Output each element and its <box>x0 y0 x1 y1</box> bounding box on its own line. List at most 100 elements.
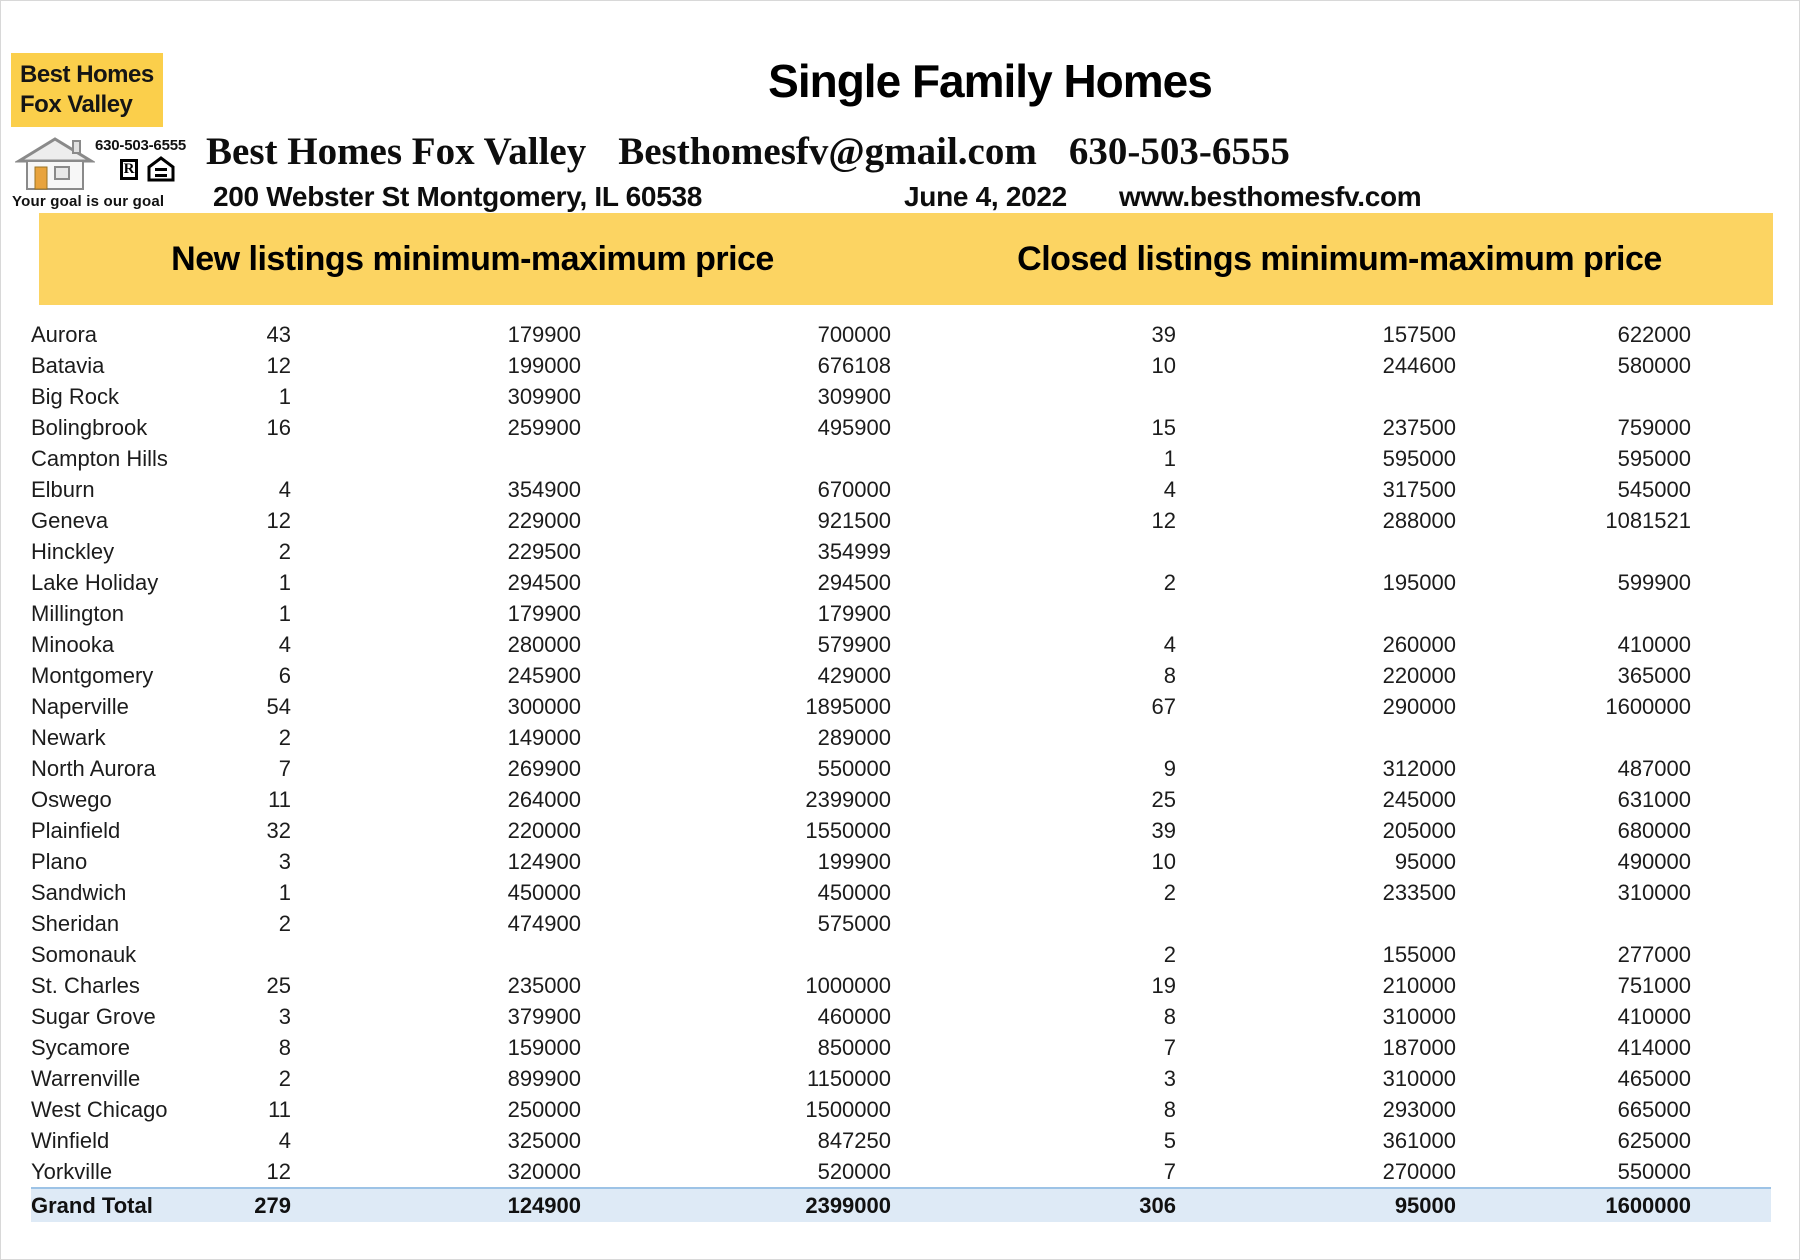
cell-spacer <box>1691 1125 1771 1156</box>
cell-cc: 8 <box>1163 1003 1176 1029</box>
cell-spacer <box>1691 877 1771 908</box>
table-row: Somonauk 2 155000 277000 <box>31 939 1771 970</box>
cell-cc: 19 <box>1151 972 1176 998</box>
cell-cmin: 95000 <box>1176 1187 1456 1222</box>
page-title: Single Family Homes <box>768 55 1213 107</box>
cell-nmax: 450000 <box>817 879 891 905</box>
cell-cmax: 1600000 <box>1605 693 1691 719</box>
cell-spacer <box>1691 412 1771 443</box>
table-row: Bolingbrook 16 259900 495900 15 237500 759000 <box>31 412 1771 443</box>
cell-nmin <box>291 939 581 970</box>
cell-nc: 2 <box>278 724 291 750</box>
cell-nc: 43 <box>266 321 291 347</box>
cell-city: Batavia <box>31 352 105 378</box>
cell-nc <box>171 939 291 970</box>
cell-city: Millington <box>31 600 124 626</box>
cell-nc: 2 <box>278 910 291 936</box>
cell-city: Warrenville <box>31 1065 141 1091</box>
cell-spacer <box>1691 536 1771 567</box>
cell-nc: 4 <box>278 1127 291 1153</box>
cell-cmax <box>1456 598 1691 629</box>
cell-cc: 1 <box>1163 445 1176 471</box>
cell-nc: 8 <box>278 1034 291 1060</box>
cell-nmax: 676108 <box>817 352 891 378</box>
cell-nmin: 269900 <box>507 755 581 781</box>
cell-cc: 4 <box>1163 631 1176 657</box>
table-row: Millington 1 179900 179900 <box>31 598 1771 629</box>
cell-city: Elburn <box>31 476 95 502</box>
cell-cmin: 310000 <box>1382 1065 1456 1091</box>
cell-cmin: 220000 <box>1382 662 1456 688</box>
cell-cmin: 293000 <box>1382 1096 1456 1122</box>
cell-nmin: 250000 <box>507 1096 581 1122</box>
cell-spacer <box>1691 381 1771 412</box>
cell-cmin <box>1176 381 1456 412</box>
cell-nc: 2 <box>278 538 291 564</box>
cell-spacer <box>1691 846 1771 877</box>
cell-nc: 1 <box>278 569 291 595</box>
cell-cmin: 595000 <box>1382 445 1456 471</box>
listings-table: Aurora 43 179900 700000 39 157500 622000 Batavi… <box>31 319 1771 1222</box>
cell-cmax: 622000 <box>1617 321 1691 347</box>
company-contact-line: Best Homes Fox Valley Besthomesfv@gmail.c… <box>206 129 1290 174</box>
cell-spacer <box>1691 350 1771 381</box>
table-row: Big Rock 1 309900 309900 <box>31 381 1771 412</box>
cell-cc: 4 <box>1163 476 1176 502</box>
logo-phone-number: 630-503-6555 <box>94 137 186 154</box>
cell-nmin: 325000 <box>507 1127 581 1153</box>
cell-cc: 39 <box>1151 321 1176 347</box>
cell-nc: 1 <box>278 600 291 626</box>
cell-city: Naperville <box>31 693 129 719</box>
report-date: June 4, 2022 <box>904 181 1067 212</box>
cell-city: Oswego <box>31 786 112 812</box>
cell-nmax: 670000 <box>817 476 891 502</box>
cell-nmax: 700000 <box>817 321 891 347</box>
cell-cmax: 580000 <box>1617 352 1691 378</box>
cell-cmax: 410000 <box>1617 1003 1691 1029</box>
cell-nmax: 429000 <box>817 662 891 688</box>
cell-spacer <box>1691 691 1771 722</box>
cell-cc: 8 <box>1163 1096 1176 1122</box>
cell-nc: 1 <box>278 383 291 409</box>
cell-cmin: 288000 <box>1382 507 1456 533</box>
cell-spacer <box>1691 1187 1771 1222</box>
cell-nmax: 1550000 <box>805 817 891 843</box>
cell-cc: 12 <box>1151 507 1176 533</box>
cell-spacer <box>1691 939 1771 970</box>
table-row: Yorkville 12 320000 520000 7 270000 550000 <box>31 1156 1771 1188</box>
cell-cc: 10 <box>1151 352 1176 378</box>
cell-cmin: 205000 <box>1382 817 1456 843</box>
cell-cc: 2 <box>1163 879 1176 905</box>
cell-nc: 12 <box>266 352 291 378</box>
cell-cc <box>891 536 1176 567</box>
cell-cmin: 157500 <box>1382 321 1456 347</box>
cell-nmin: 179900 <box>507 600 581 626</box>
cell-city: Plano <box>31 848 88 874</box>
cell-nc: 11 <box>268 1096 291 1122</box>
cell-city: West Chicago <box>31 1096 168 1122</box>
cell-cmax: 595000 <box>1617 445 1691 471</box>
cell-nmin: 220000 <box>507 817 581 843</box>
cell-cc: 25 <box>1151 786 1176 812</box>
table-row: Warrenville 2 899900 1150000 3 310000 465000 <box>31 1063 1771 1094</box>
company-name: Best Homes Fox Valley <box>206 130 587 173</box>
logo-name-line1: Best Homes <box>20 61 154 88</box>
cell-nmax: 1500000 <box>805 1096 891 1122</box>
closed-listings-header: Closed listings minimum-maximum price <box>1017 239 1662 278</box>
cell-nmax: 1150000 <box>806 1065 891 1091</box>
cell-cmax: 665000 <box>1617 1096 1691 1122</box>
cell-nc: 11 <box>268 786 291 812</box>
cell-city: Montgomery <box>31 662 154 688</box>
cell-spacer <box>1691 319 1771 350</box>
cell-city: Big Rock <box>31 383 120 409</box>
cell-nc: 4 <box>278 476 291 502</box>
cell-nmax <box>581 939 891 970</box>
equal-housing-icon <box>147 156 175 182</box>
cell-cmax <box>1456 381 1691 412</box>
cell-nmax: 460000 <box>817 1003 891 1029</box>
cell-city: North Aurora <box>31 755 156 781</box>
cell-nmax: 1895000 <box>805 693 891 719</box>
cell-cc: 7 <box>1163 1158 1176 1184</box>
table-row: Elburn 4 354900 670000 4 317500 545000 <box>31 474 1771 505</box>
cell-cmax: 487000 <box>1617 755 1691 781</box>
